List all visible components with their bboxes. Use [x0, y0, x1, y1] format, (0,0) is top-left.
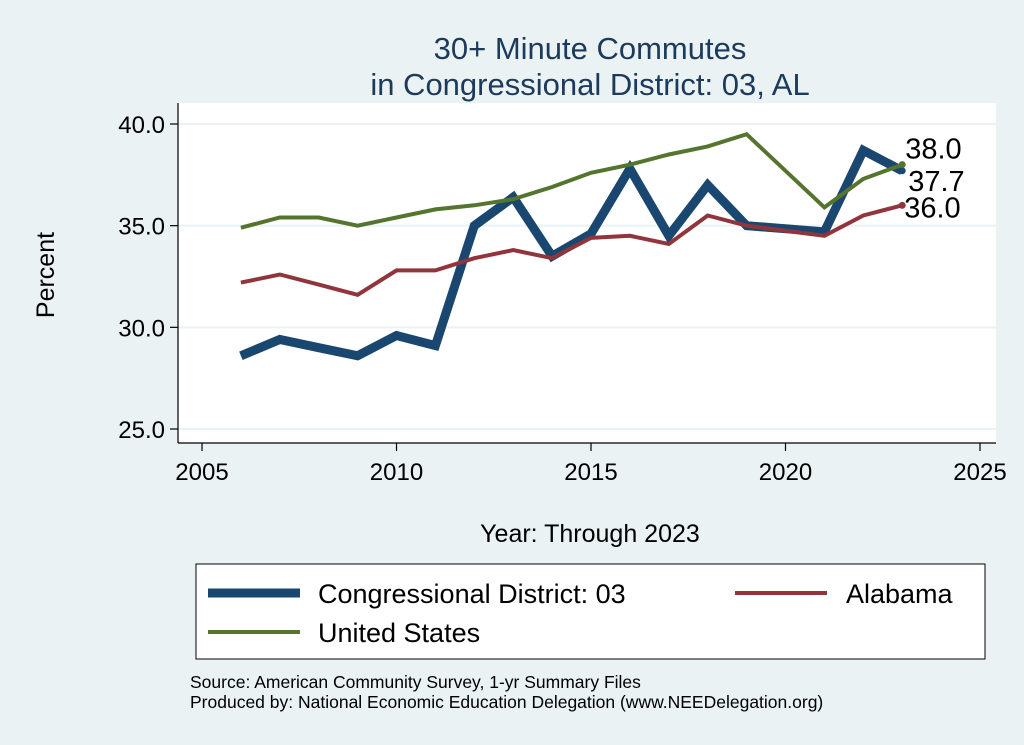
- y-tick-label: 35.0: [118, 214, 165, 241]
- x-tick-label: 2025: [953, 459, 1006, 486]
- legend-label-district: Congressional District: 03: [318, 579, 626, 609]
- tick-marks: 25.0 30.0 35.0 40.0 2005 2010 2015 2020 2025: [118, 112, 1006, 486]
- chart-title-line-2: in Congressional District: 03, AL: [370, 67, 809, 102]
- legend-label-united-states: United States: [318, 618, 480, 648]
- series-end-point-united-states: [898, 161, 906, 169]
- source-note: Source: American Community Survey, 1-yr …: [190, 672, 641, 692]
- x-tick-label: 2020: [759, 459, 812, 486]
- y-axis-title: Percent: [32, 232, 60, 318]
- y-tick-label: 30.0: [118, 315, 165, 342]
- legend-label-alabama: Alabama: [846, 579, 954, 609]
- series-lines: [239, 131, 906, 361]
- series-line-alabama: [240, 203, 903, 297]
- x-axis-title: Year: Through 2023: [480, 520, 700, 548]
- chart-title-line-1: 30+ Minute Commutes: [434, 31, 747, 66]
- x-tick-label: 2005: [175, 459, 228, 486]
- axes: [177, 103, 996, 444]
- end-label-congressional-district-03: 37.7: [908, 166, 964, 198]
- producer-note: Produced by: National Economic Education…: [190, 692, 823, 712]
- legend: Congressional District: 03 Alabama Unite…: [195, 563, 986, 660]
- y-tick-label: 40.0: [118, 112, 165, 139]
- legend-box: [195, 563, 986, 660]
- series-end-point-alabama: [898, 201, 906, 209]
- grid-lines: [178, 123, 996, 430]
- series-line-united-states: [240, 131, 903, 230]
- end-label-united-states: 38.0: [905, 134, 961, 166]
- y-tick-label: 25.0: [118, 417, 165, 444]
- x-tick-label: 2010: [370, 459, 423, 486]
- end-labels: 37.736.0 38.0: [904, 134, 964, 225]
- series-end-point-congressional-district-03: [898, 167, 906, 175]
- x-tick-label: 2015: [564, 459, 617, 486]
- end-label-alabama: 36.0: [904, 192, 960, 224]
